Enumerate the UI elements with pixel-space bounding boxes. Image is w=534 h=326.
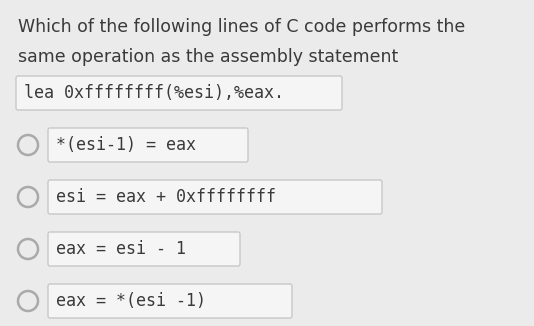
Text: eax = esi - 1: eax = esi - 1: [56, 240, 186, 258]
FancyBboxPatch shape: [48, 128, 248, 162]
Text: eax = *(esi -1): eax = *(esi -1): [56, 292, 206, 310]
Text: Which of the following lines of C code performs the: Which of the following lines of C code p…: [18, 18, 465, 36]
FancyBboxPatch shape: [48, 180, 382, 214]
FancyBboxPatch shape: [16, 76, 342, 110]
FancyBboxPatch shape: [48, 232, 240, 266]
Text: *(esi-1) = eax: *(esi-1) = eax: [56, 136, 196, 154]
Text: same operation as the assembly statement: same operation as the assembly statement: [18, 48, 398, 66]
FancyBboxPatch shape: [48, 284, 292, 318]
Text: esi = eax + 0xffffffff: esi = eax + 0xffffffff: [56, 188, 276, 206]
Text: lea 0xffffffff(%esi),%eax.: lea 0xffffffff(%esi),%eax.: [24, 84, 284, 102]
